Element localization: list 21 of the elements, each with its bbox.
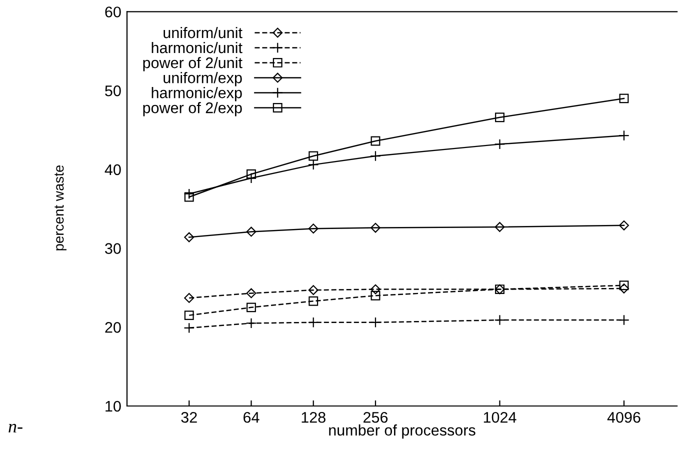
legend-label: harmonic/exp: [152, 87, 242, 102]
legend-label: power of 2/exp: [143, 102, 242, 116]
y-tick-label: 50: [105, 85, 121, 96]
x-tick-label: 128: [302, 412, 326, 423]
y-tick-label: 20: [105, 322, 121, 333]
legend-label: harmonic/unit: [152, 42, 242, 54]
y-tick-label: 10: [106, 400, 121, 412]
legend-label: uniform/exp: [164, 72, 242, 86]
y-tick-label: 40: [104, 164, 121, 176]
x-tick-label: 4096: [607, 412, 640, 423]
x-tick-label: 32: [181, 412, 197, 423]
y-tick-label: 30: [105, 243, 121, 254]
x-axis-title: number of processors: [329, 424, 476, 439]
legend-label: uniform/unit: [164, 26, 242, 38]
x-tick-label: 1024: [484, 412, 516, 423]
legend-label: power of 2/unit: [143, 56, 242, 72]
y-axis-title: percent waste: [54, 165, 66, 250]
x-tick-label: 256: [364, 412, 388, 423]
x-tick-label: 64: [244, 412, 260, 423]
text: n-: [8, 424, 22, 432]
y-tick-label: 60: [105, 6, 121, 18]
